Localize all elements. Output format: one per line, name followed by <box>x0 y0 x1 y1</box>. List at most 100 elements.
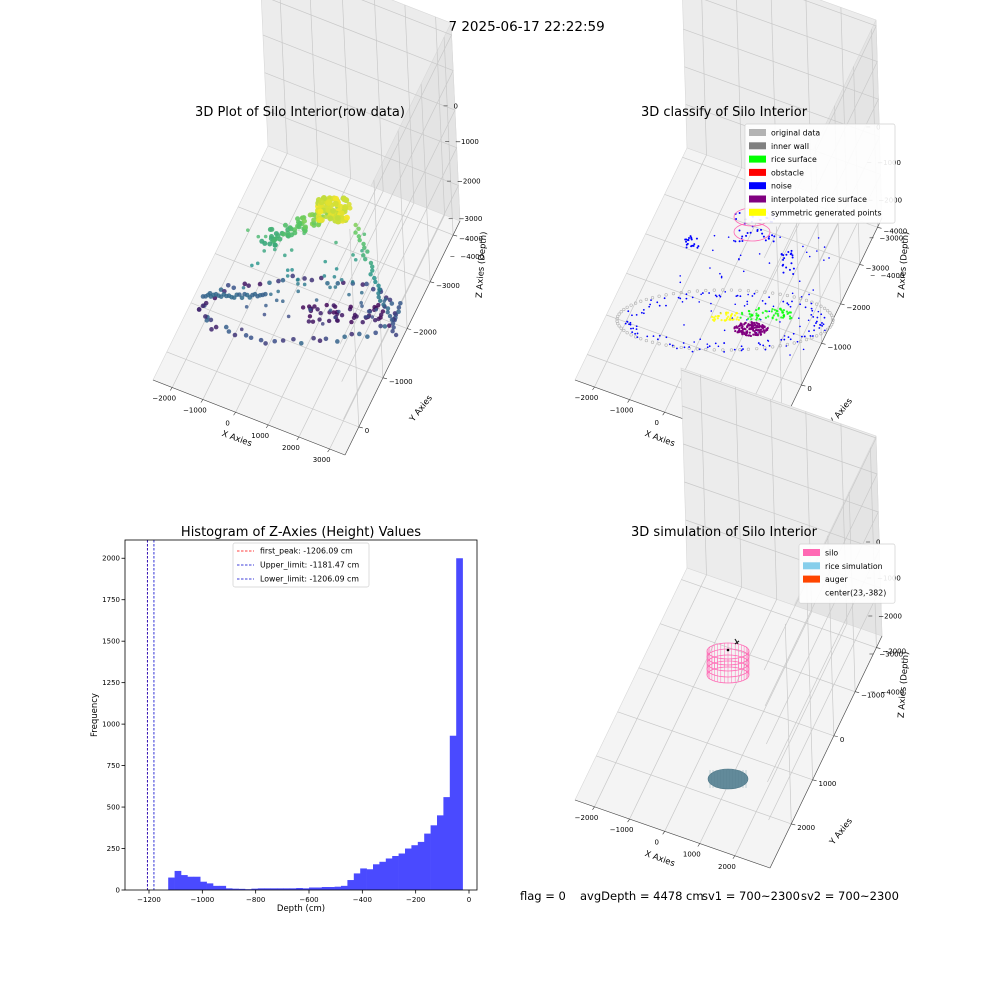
y-tick-mark <box>801 384 806 387</box>
noise-point <box>768 262 771 264</box>
rice-surface-point <box>765 310 768 313</box>
plot-3d-raw-data: −2000 −1000 0 1000 2000 3000 −4000 −3000 −2000 −1… <box>152 0 489 464</box>
raw-point <box>239 295 245 301</box>
noise-point <box>800 295 803 298</box>
grid-line-z <box>262 34 456 345</box>
raw-point <box>328 285 332 290</box>
z-tick-label: −3000 <box>459 215 483 223</box>
interpolated-point <box>736 331 739 334</box>
noise-point <box>739 295 742 298</box>
histogram-bar <box>405 848 412 890</box>
noise-point <box>791 300 793 303</box>
raw-point <box>248 335 254 341</box>
raw-point <box>381 302 386 307</box>
legend-classify: original data inner wall rice surface obsta… <box>744 123 896 224</box>
raw-point <box>262 240 268 246</box>
plot1-title: 3D Plot of Silo Interior(row data) <box>195 105 405 120</box>
noise-point <box>783 335 786 337</box>
symmetric-point <box>717 314 720 318</box>
raw-point <box>317 208 324 215</box>
y-tick-mark <box>791 823 796 826</box>
noise-point <box>762 344 765 347</box>
noise-point <box>679 275 682 277</box>
symmetric-point <box>711 318 715 321</box>
grid-line-z <box>336 0 452 270</box>
rice-surface-point <box>761 311 764 314</box>
raw-point <box>310 319 316 324</box>
raw-point <box>320 322 325 326</box>
symmetric-point <box>731 318 734 321</box>
rice-surface-point <box>787 311 790 314</box>
raw-point <box>326 318 332 324</box>
symmetric-point <box>736 316 739 319</box>
noise-point <box>746 300 749 303</box>
original-data-point <box>804 338 809 342</box>
noise-point <box>710 302 712 305</box>
raw-point <box>335 339 340 344</box>
y-tick-label: −1000 <box>828 343 852 351</box>
y-tick-label: −2000 <box>882 648 906 656</box>
raw-point <box>373 330 378 336</box>
histogram-bar <box>200 881 207 890</box>
raw-point <box>361 253 366 258</box>
x-tick-mark <box>627 399 630 403</box>
legend-entry-label: first_peak: -1206.09 cm <box>260 547 353 556</box>
noise-point <box>642 308 645 311</box>
noise-point <box>683 324 685 326</box>
noise-point <box>787 303 790 306</box>
original-data-point <box>664 293 668 297</box>
raw-point <box>342 203 349 210</box>
interpolated-point <box>755 329 758 332</box>
legend-entry-label: silo <box>825 549 838 558</box>
noise-point <box>773 235 776 238</box>
z-axis-label: Z Axies (Depth) <box>475 231 490 298</box>
y-tick-label: 500 <box>107 804 120 812</box>
raw-point <box>363 256 368 262</box>
noise-point <box>723 329 726 332</box>
noise-point <box>695 237 698 240</box>
raw-point <box>325 207 332 214</box>
noise-point <box>745 234 748 237</box>
raw-point <box>382 324 388 329</box>
axis-line-y <box>344 220 461 456</box>
y-tick-mark <box>855 691 860 693</box>
raw-point <box>289 248 294 252</box>
legend-box <box>798 543 896 604</box>
histogram-bar <box>219 885 227 890</box>
noise-point <box>629 321 632 324</box>
raw-point <box>393 332 399 338</box>
noise-point <box>671 344 674 347</box>
raw-point <box>370 268 375 273</box>
histogram-bar <box>174 870 182 890</box>
histogram-bar <box>245 889 252 890</box>
raw-point <box>223 324 229 330</box>
symmetric-point <box>730 312 734 316</box>
noise-point <box>712 249 714 252</box>
noise-point <box>685 240 688 243</box>
rice-surface-point <box>770 310 773 313</box>
raw-point <box>302 282 307 287</box>
grid-line-z <box>683 28 879 332</box>
raw-point <box>387 297 393 303</box>
noise-point <box>753 292 756 295</box>
noise-point <box>631 314 633 317</box>
raw-point <box>396 309 401 315</box>
original-data-point <box>771 291 775 295</box>
noise-point <box>799 325 801 328</box>
interpolated-point <box>754 333 757 336</box>
original-data-point <box>746 289 751 293</box>
raw-point <box>281 299 285 304</box>
rice-surface-point <box>764 316 768 319</box>
raw-point <box>262 312 267 317</box>
original-data-point <box>704 288 708 293</box>
noise-point <box>636 336 639 339</box>
noise-point <box>706 346 709 349</box>
original-data-point <box>738 288 742 292</box>
noise-point <box>735 295 738 298</box>
y-tick-label: 0 <box>807 385 811 393</box>
noise-point <box>782 271 785 274</box>
raw-point <box>285 274 290 278</box>
raw-point <box>389 317 395 323</box>
y-tick-mark <box>382 377 388 380</box>
